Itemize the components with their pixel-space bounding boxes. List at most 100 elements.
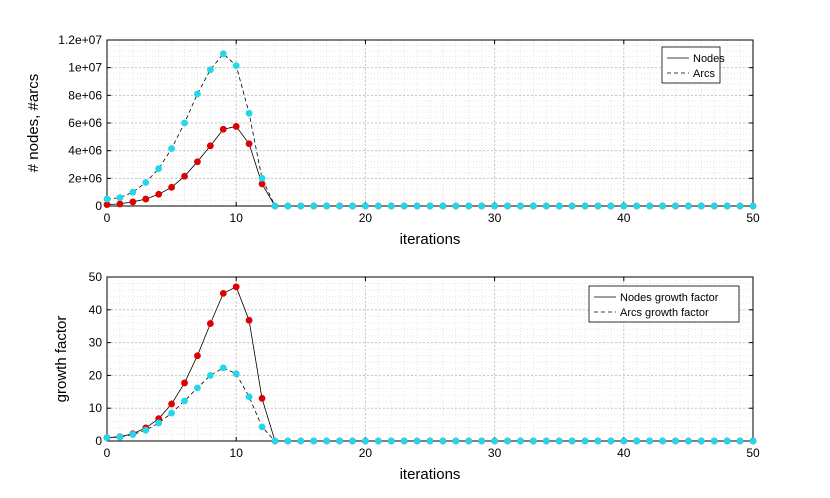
data-point bbox=[245, 140, 253, 148]
data-point bbox=[129, 431, 137, 438]
y-tick-label: 50 bbox=[89, 270, 103, 284]
data-point bbox=[142, 195, 150, 203]
data-point bbox=[219, 125, 227, 133]
data-point bbox=[284, 437, 292, 445]
y-axis-label: # nodes, #arcs bbox=[25, 74, 42, 172]
data-point bbox=[439, 437, 447, 445]
data-point bbox=[271, 202, 279, 210]
data-point bbox=[542, 202, 550, 210]
data-point bbox=[168, 409, 176, 417]
y-tick-label: 0 bbox=[95, 434, 102, 448]
data-point bbox=[194, 90, 201, 98]
y-tick-label: 40 bbox=[89, 303, 103, 317]
data-point bbox=[465, 202, 473, 210]
x-axis-label: iterations bbox=[400, 231, 461, 248]
x-tick-label: 10 bbox=[230, 211, 244, 225]
data-point bbox=[349, 437, 356, 445]
data-point bbox=[633, 202, 641, 210]
data-point bbox=[581, 437, 589, 445]
legend-label: Arcs bbox=[693, 68, 716, 80]
data-point bbox=[452, 202, 460, 210]
x-tick-label: 50 bbox=[746, 211, 760, 225]
y-tick-label: 1.2e+07 bbox=[58, 33, 102, 47]
data-point bbox=[219, 50, 227, 58]
data-point bbox=[284, 202, 292, 210]
y-tick-label: 2e+06 bbox=[68, 171, 102, 185]
data-point bbox=[181, 379, 188, 387]
data-point bbox=[646, 437, 654, 445]
x-tick-label: 20 bbox=[359, 211, 373, 225]
data-point bbox=[400, 437, 408, 445]
x-tick-label: 0 bbox=[104, 211, 111, 225]
data-point bbox=[374, 202, 382, 210]
x-tick-label: 40 bbox=[617, 446, 631, 460]
data-point bbox=[297, 202, 305, 210]
data-point bbox=[387, 437, 395, 445]
legend-label: Arcs growth factor bbox=[620, 307, 709, 319]
data-point bbox=[194, 384, 201, 392]
data-point bbox=[452, 437, 460, 445]
data-point bbox=[103, 434, 111, 442]
y-tick-label: 0 bbox=[95, 199, 102, 213]
data-point bbox=[504, 202, 511, 210]
data-point bbox=[232, 62, 240, 69]
data-point bbox=[620, 202, 628, 210]
data-point bbox=[723, 437, 731, 445]
data-point bbox=[323, 202, 331, 210]
data-point bbox=[607, 437, 615, 445]
data-point bbox=[258, 174, 266, 182]
data-point bbox=[672, 202, 679, 210]
data-point bbox=[245, 316, 253, 324]
data-point bbox=[749, 202, 757, 210]
data-point bbox=[374, 437, 382, 445]
data-point bbox=[103, 195, 111, 203]
data-point bbox=[478, 437, 486, 445]
data-point bbox=[219, 290, 227, 297]
data-point bbox=[710, 437, 718, 445]
data-point bbox=[297, 437, 305, 445]
data-point bbox=[529, 437, 537, 445]
data-point bbox=[194, 158, 201, 166]
data-point bbox=[491, 437, 498, 445]
data-point bbox=[555, 202, 563, 210]
x-tick-label: 10 bbox=[230, 446, 244, 460]
data-point bbox=[310, 202, 318, 210]
data-point bbox=[542, 437, 550, 445]
data-point bbox=[245, 393, 253, 401]
data-point bbox=[194, 352, 201, 360]
data-point bbox=[336, 202, 343, 210]
data-point bbox=[594, 437, 602, 445]
data-point bbox=[529, 202, 537, 210]
data-point bbox=[478, 202, 486, 210]
y-tick-label: 6e+06 bbox=[68, 116, 102, 130]
data-point bbox=[155, 190, 163, 198]
data-point bbox=[413, 202, 421, 210]
data-point bbox=[723, 202, 731, 210]
data-point bbox=[387, 202, 395, 210]
data-point bbox=[646, 202, 654, 210]
data-point bbox=[581, 202, 589, 210]
data-point bbox=[181, 119, 188, 127]
data-point bbox=[323, 437, 331, 445]
legend-label: Nodes growth factor bbox=[620, 292, 719, 304]
data-point bbox=[555, 437, 563, 445]
data-point bbox=[594, 202, 602, 210]
data-point bbox=[155, 165, 163, 173]
x-tick-label: 30 bbox=[488, 211, 502, 225]
x-tick-label: 30 bbox=[488, 446, 502, 460]
x-tick-label: 40 bbox=[617, 211, 631, 225]
y-tick-label: 10 bbox=[89, 401, 103, 415]
y-tick-label: 1e+07 bbox=[68, 61, 102, 75]
data-point bbox=[232, 283, 240, 291]
minor-grid bbox=[106, 276, 754, 442]
data-point bbox=[206, 66, 214, 74]
y-tick-label: 20 bbox=[89, 368, 103, 382]
data-point bbox=[504, 437, 511, 445]
data-point bbox=[142, 179, 150, 186]
data-point bbox=[206, 320, 214, 327]
data-point bbox=[168, 145, 176, 152]
chart-panel-bottom: 0 10 20 30 40 50 0 10 20 30 40 50 iterations growth f… bbox=[53, 270, 760, 483]
legend-box bbox=[661, 46, 721, 84]
x-tick-label: 0 bbox=[104, 446, 111, 460]
data-point bbox=[426, 437, 434, 445]
